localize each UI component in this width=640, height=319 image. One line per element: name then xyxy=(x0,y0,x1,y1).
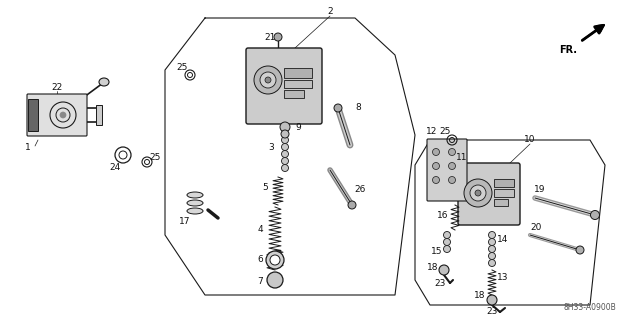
Circle shape xyxy=(348,201,356,209)
Circle shape xyxy=(266,251,284,269)
Ellipse shape xyxy=(187,200,203,206)
Text: 24: 24 xyxy=(109,164,120,173)
Circle shape xyxy=(265,77,271,83)
Bar xyxy=(494,199,508,206)
Text: 5: 5 xyxy=(262,183,268,192)
Circle shape xyxy=(270,255,280,265)
Circle shape xyxy=(444,239,451,246)
Circle shape xyxy=(487,295,497,305)
Text: 16: 16 xyxy=(437,211,449,219)
Bar xyxy=(271,274,279,286)
Text: 17: 17 xyxy=(179,218,191,226)
Text: 25: 25 xyxy=(149,152,161,161)
Text: 21: 21 xyxy=(264,33,276,42)
Text: 18: 18 xyxy=(474,292,486,300)
Bar xyxy=(284,90,304,98)
Circle shape xyxy=(488,239,495,246)
Circle shape xyxy=(475,190,481,196)
Text: 11: 11 xyxy=(456,153,468,162)
Text: 15: 15 xyxy=(431,248,443,256)
Text: 25: 25 xyxy=(176,63,188,72)
Circle shape xyxy=(282,137,289,144)
Ellipse shape xyxy=(99,78,109,86)
Text: 2: 2 xyxy=(327,8,333,17)
Circle shape xyxy=(488,259,495,266)
FancyBboxPatch shape xyxy=(427,139,467,201)
Text: 1: 1 xyxy=(25,144,31,152)
Circle shape xyxy=(60,112,66,118)
Circle shape xyxy=(449,176,456,183)
FancyBboxPatch shape xyxy=(246,48,322,124)
Circle shape xyxy=(254,66,282,94)
Bar xyxy=(284,68,312,78)
Bar xyxy=(284,80,312,88)
Bar xyxy=(96,105,102,125)
Text: 3: 3 xyxy=(268,144,274,152)
Text: 14: 14 xyxy=(497,235,509,244)
Circle shape xyxy=(282,144,289,151)
Circle shape xyxy=(488,246,495,253)
Circle shape xyxy=(433,149,440,155)
Text: 18: 18 xyxy=(428,263,439,271)
Circle shape xyxy=(470,185,486,201)
Circle shape xyxy=(433,162,440,169)
Circle shape xyxy=(281,130,289,138)
FancyBboxPatch shape xyxy=(458,163,520,225)
Circle shape xyxy=(464,179,492,207)
Circle shape xyxy=(433,176,440,183)
Ellipse shape xyxy=(187,192,203,198)
Text: 9: 9 xyxy=(295,122,301,131)
Text: 8H33-A0900B: 8H33-A0900B xyxy=(564,303,616,313)
Text: 12: 12 xyxy=(426,128,438,137)
Text: 6: 6 xyxy=(257,256,263,264)
FancyBboxPatch shape xyxy=(27,94,87,136)
Circle shape xyxy=(488,253,495,259)
Text: 13: 13 xyxy=(497,273,509,283)
Text: 23: 23 xyxy=(486,308,498,316)
Circle shape xyxy=(334,104,342,112)
Text: 25: 25 xyxy=(439,128,451,137)
Text: 10: 10 xyxy=(524,136,536,145)
Text: 23: 23 xyxy=(435,279,445,288)
Circle shape xyxy=(488,232,495,239)
Circle shape xyxy=(449,162,456,169)
Circle shape xyxy=(280,122,290,132)
Text: 26: 26 xyxy=(355,186,365,195)
Bar xyxy=(28,99,38,131)
Circle shape xyxy=(444,232,451,239)
Bar xyxy=(494,189,514,197)
Text: 7: 7 xyxy=(257,278,263,286)
Circle shape xyxy=(591,211,600,219)
Circle shape xyxy=(282,151,289,158)
Circle shape xyxy=(282,158,289,165)
Text: 20: 20 xyxy=(531,222,541,232)
Bar xyxy=(494,179,514,187)
Circle shape xyxy=(260,72,276,88)
Text: 22: 22 xyxy=(51,84,63,93)
Text: 4: 4 xyxy=(257,226,263,234)
Circle shape xyxy=(576,246,584,254)
Circle shape xyxy=(449,149,456,155)
Circle shape xyxy=(282,165,289,172)
Text: 19: 19 xyxy=(534,186,546,195)
Circle shape xyxy=(439,265,449,275)
Circle shape xyxy=(444,246,451,253)
Circle shape xyxy=(267,272,283,288)
Text: FR.: FR. xyxy=(559,45,577,55)
Ellipse shape xyxy=(187,208,203,214)
Text: 8: 8 xyxy=(355,103,361,113)
Circle shape xyxy=(274,33,282,41)
